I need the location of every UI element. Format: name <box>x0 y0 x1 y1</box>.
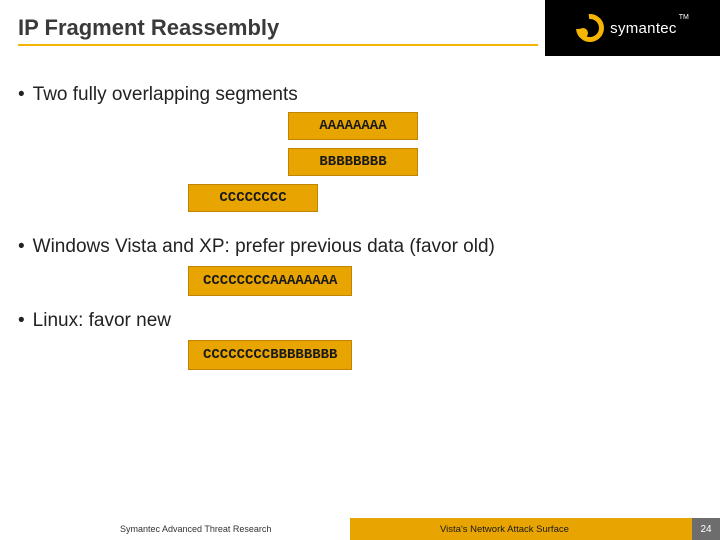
result-new-row: CCCCCCCCBBBBBBBB <box>18 340 702 370</box>
slide-header: IP Fragment Reassembly symantec TM <box>0 0 720 56</box>
segment-b: BBBBBBBB <box>288 148 418 176</box>
trademark-label: TM <box>679 14 689 21</box>
bullet-2: • Windows Vista and XP: prefer previous … <box>18 236 702 258</box>
brand-name: symantec <box>610 20 677 37</box>
title-underline <box>18 44 538 46</box>
segment-c: CCCCCCCC <box>188 184 318 212</box>
result-favor-old: CCCCCCCCAAAAAAAA <box>188 266 352 296</box>
bullet-dot-icon: • <box>18 84 25 106</box>
bullet-3: • Linux: favor new <box>18 310 702 332</box>
bullet-3-text: Linux: favor new <box>33 310 171 332</box>
result-favor-new: CCCCCCCCBBBBBBBB <box>188 340 352 370</box>
slide-title: IP Fragment Reassembly <box>0 15 279 41</box>
bullet-dot-icon: • <box>18 310 25 332</box>
slide-content: • Two fully overlapping segments AAAAAAA… <box>0 70 720 374</box>
segment-diagram: AAAAAAAA BBBBBBBB CCCCCCCC <box>18 112 702 222</box>
bullet-dot-icon: • <box>18 236 25 258</box>
footer-right-text: Vista's Network Attack Surface <box>350 518 720 540</box>
bullet-1-text: Two fully overlapping segments <box>33 84 298 106</box>
footer-left-text: Symantec Advanced Threat Research <box>0 518 350 540</box>
brand-logo-block: symantec TM <box>545 0 720 56</box>
result-old-row: CCCCCCCCAAAAAAAA <box>18 266 702 296</box>
bullet-1: • Two fully overlapping segments <box>18 84 702 106</box>
slide-footer: Symantec Advanced Threat Research Vista'… <box>0 518 720 540</box>
bullet-2-text: Windows Vista and XP: prefer previous da… <box>33 236 495 258</box>
symantec-swirl-icon <box>576 14 604 42</box>
segment-a: AAAAAAAA <box>288 112 418 140</box>
page-number: 24 <box>692 518 720 540</box>
